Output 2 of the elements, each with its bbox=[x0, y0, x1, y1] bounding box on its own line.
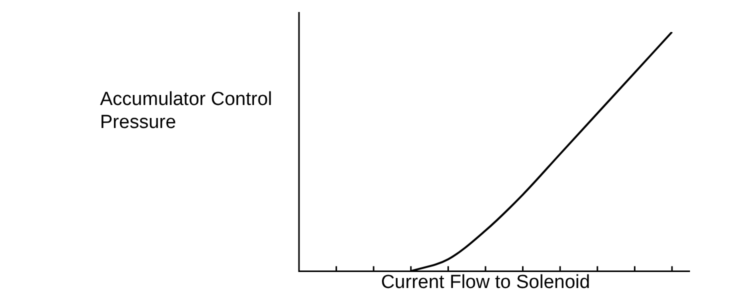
x-axis-title: Current Flow to Solenoid bbox=[380, 272, 590, 293]
y-axis-title: Accumulator Control Pressure bbox=[100, 88, 274, 134]
